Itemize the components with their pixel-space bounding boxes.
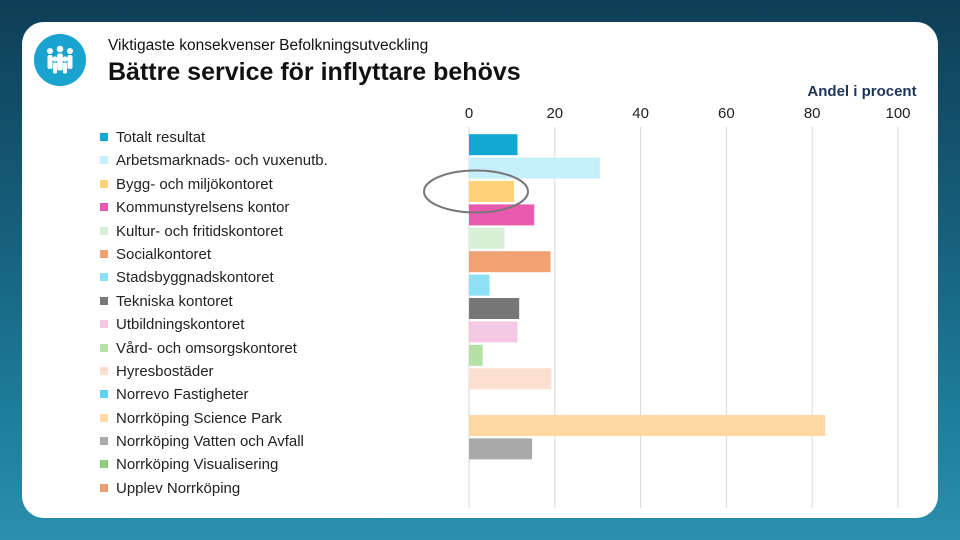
legend-label: Norrköping Visualisering [116,456,279,474]
legend-item: Totalt resultat [100,126,328,149]
x-tick-label: 100 [885,105,910,122]
bar [469,368,552,390]
legend-swatch [100,320,108,329]
legend-item: Bygg- och miljökontoret [100,173,328,196]
x-tick-label: 40 [632,105,649,122]
legend-item: Norrköping Vatten och Avfall [100,430,328,453]
bar-chart: 0 20 40 60 80 100 [423,105,911,508]
legend-swatch [100,156,108,165]
legend-swatch [100,413,108,422]
bar [469,251,551,273]
x-tick-label: 80 [804,105,821,122]
bar [469,204,535,226]
legend-label: Norrköping Vatten och Avfall [116,433,304,451]
legend-label: Upplev Norrköping [116,479,241,497]
chart-legend: Totalt resultat Arbetsmarknads- och vuxen… [100,126,328,500]
slide-title: Bättre service för inflyttare behövs [108,58,521,86]
legend-swatch [100,437,108,446]
legend-item: Norrköping Science Park [100,407,328,430]
bar [469,227,505,249]
slide-card: Viktigaste konsekvenser Befolkningsutvec… [22,22,938,518]
legend-swatch [100,343,108,352]
bar [469,157,600,179]
bar [469,134,518,156]
axis-unit-label: Andel i procent [807,83,917,100]
legend-item: Norrköping Visualisering [100,453,328,476]
legend-swatch [100,179,108,188]
legend-item: Norrevo Fastigheter [100,383,328,406]
legend-swatch [100,249,108,258]
legend-swatch [100,460,108,469]
legend-swatch [100,226,108,235]
legend-item: Kultur- och fritidskontoret [100,220,328,243]
legend-swatch [100,483,108,492]
legend-swatch [100,273,108,282]
bar [469,298,520,319]
legend-label: Socialkontoret [116,245,212,263]
legend-item: Kommunstyrelsens kontor [100,196,328,219]
legend-label: Totalt resultat [116,129,206,146]
legend-label: Stadsbyggnadskontoret [116,269,274,287]
x-tick-label: 20 [546,105,563,122]
legend-label: Bygg- och miljökontoret [116,175,273,193]
people-group-icon [34,34,86,86]
legend-label: Tekniska kontoret [116,292,233,310]
legend-swatch [100,296,108,305]
slide-kicker: Viktigaste konsekvenser Befolkningsutvec… [108,37,429,54]
legend-item: Tekniska kontoret [100,290,328,313]
x-tick-label: 60 [718,105,735,122]
bar [469,181,515,202]
bar [469,415,826,436]
bar [469,344,483,366]
legend-item: Socialkontoret [100,243,328,266]
legend-swatch [100,133,108,141]
highlight-ellipse [423,169,529,214]
legend-item: Stadsbyggnadskontoret [100,266,328,289]
x-tick-label: 0 [465,105,473,122]
legend-label: Kultur- och fritidskontoret [116,222,283,240]
legend-label: Norrevo Fastigheter [116,386,249,404]
legend-label: Arbetsmarknads- och vuxenutb. [116,152,328,170]
legend-swatch [100,366,108,375]
legend-item: Utbildningskontoret [100,313,328,336]
legend-item: Upplev Norrköping [100,477,328,500]
legend-label: Vård- och omsorgskontoret [116,339,297,357]
bar [469,274,490,296]
legend-item: Vård- och omsorgskontoret [100,337,328,360]
bar [469,321,518,343]
legend-item: Hyresbostäder [100,360,328,383]
legend-label: Hyresbostäder [116,362,214,380]
legend-label: Norrköping Science Park [116,409,282,427]
bar [469,438,533,460]
legend-label: Utbildningskontoret [116,316,245,334]
legend-label: Kommunstyrelsens kontor [116,199,290,217]
legend-swatch [100,390,108,399]
legend-item: Arbetsmarknads- och vuxenutb. [100,149,328,172]
legend-swatch [100,203,108,212]
